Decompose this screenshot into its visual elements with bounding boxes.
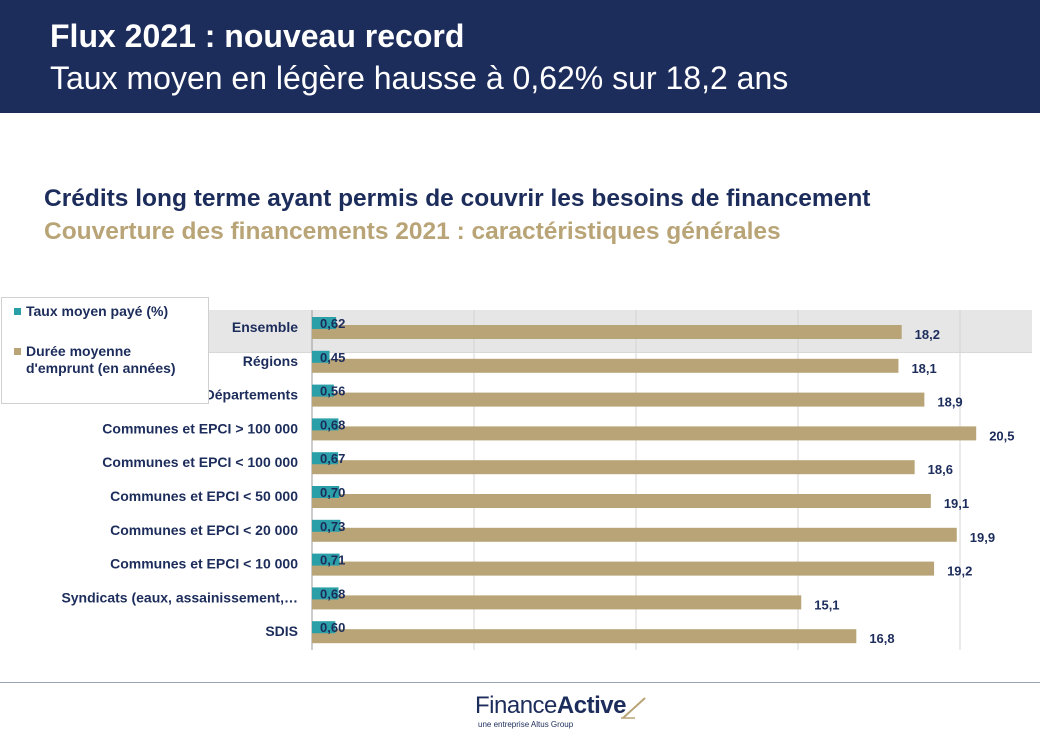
category-label: Régions — [243, 353, 298, 369]
category-label: Communes et EPCI < 10 000 — [110, 556, 298, 572]
legend-swatch-rate — [14, 308, 21, 315]
legend-label-rate: Taux moyen payé (%) — [26, 303, 169, 319]
rate-bar — [312, 317, 337, 329]
legend-label-duration-line1: Durée moyenne — [26, 343, 132, 359]
legend-swatch-duration — [14, 348, 21, 355]
rate-data-label: 0,70 — [320, 485, 345, 500]
duration-bar — [312, 358, 899, 373]
rate-bar — [312, 452, 339, 465]
duration-bar — [312, 325, 902, 339]
duration-data-label: 18,6 — [928, 462, 953, 477]
rate-data-label: 0,45 — [320, 350, 345, 365]
duration-bar — [312, 460, 915, 475]
rate-data-label: 0,68 — [320, 417, 345, 432]
rate-data-label: 0,73 — [320, 519, 345, 534]
logo-finance-text: Finance — [475, 692, 557, 719]
duration-bar — [312, 561, 935, 576]
duration-bar — [312, 629, 857, 644]
footer-divider — [0, 682, 1040, 683]
page-subtitle: Taux moyen en légère hausse à 0,62% sur … — [50, 60, 789, 96]
rate-bar — [312, 486, 340, 498]
duration-data-label: 18,2 — [915, 327, 940, 342]
logo-slash-icon — [621, 697, 646, 719]
logo-wordmark: FinanceActive — [475, 692, 626, 720]
rate-bar — [312, 621, 336, 634]
section-title: Crédits long terme ayant permis de couvr… — [44, 185, 871, 212]
category-label: SDIS — [265, 623, 298, 639]
duration-data-label: 16,8 — [869, 631, 894, 646]
rate-data-label: 0,68 — [320, 586, 345, 601]
duration-data-label: 15,1 — [814, 597, 839, 612]
duration-data-label: 18,9 — [937, 395, 962, 410]
page-title: Flux 2021 : nouveau record — [50, 18, 465, 54]
section-subtitle: Couverture des financements 2021 : carac… — [44, 218, 781, 245]
duration-bar — [312, 494, 931, 508]
category-label: Communes et EPCI > 100 000 — [102, 420, 298, 436]
category-label: Départements — [205, 387, 299, 403]
logo-tagline: une entreprise Altus Group — [478, 720, 574, 729]
duration-bar — [312, 426, 977, 441]
duration-data-label: 20,5 — [989, 428, 1014, 443]
duration-data-label: 19,1 — [944, 496, 969, 511]
rate-bar — [312, 587, 339, 600]
legend-label-duration-line2: d'emprunt (en années) — [26, 360, 176, 376]
chart-legend: Taux moyen payé (%) Durée moyenne d'empr… — [1, 297, 209, 404]
rate-bar — [312, 418, 339, 431]
category-label: Ensemble — [232, 319, 298, 335]
category-label: Communes et EPCI < 100 000 — [102, 454, 298, 470]
duration-data-label: 19,9 — [970, 530, 995, 545]
duration-bar — [312, 595, 802, 610]
rate-bar — [312, 553, 340, 566]
category-label: Syndicats (eaux, assainissement,… — [61, 589, 298, 605]
rate-data-label: 0,71 — [320, 553, 345, 568]
logo-active-text: Active — [556, 692, 627, 719]
rate-data-label: 0,60 — [320, 620, 345, 635]
finance-active-logo: FinanceActive une entreprise Altus Group — [475, 692, 655, 736]
rate-data-label: 0,67 — [320, 451, 345, 466]
rate-bar — [312, 519, 341, 532]
bar-chart: Ensemble 0,62 18,2 Régions 0,45 18,1 Départeme… — [61, 310, 1015, 650]
duration-bar — [312, 527, 957, 542]
category-label: Communes et EPCI < 20 000 — [110, 522, 298, 538]
duration-bar — [312, 392, 925, 407]
category-label: Communes et EPCI < 50 000 — [110, 488, 298, 504]
duration-data-label: 19,2 — [947, 564, 972, 579]
rate-bar — [312, 350, 330, 363]
rate-data-label: 0,62 — [320, 316, 345, 331]
header-banner: Flux 2021 : nouveau record Taux moyen en… — [0, 0, 1040, 113]
duration-data-label: 18,1 — [911, 361, 936, 376]
rate-bar — [312, 384, 334, 397]
rate-data-label: 0,56 — [320, 384, 345, 399]
